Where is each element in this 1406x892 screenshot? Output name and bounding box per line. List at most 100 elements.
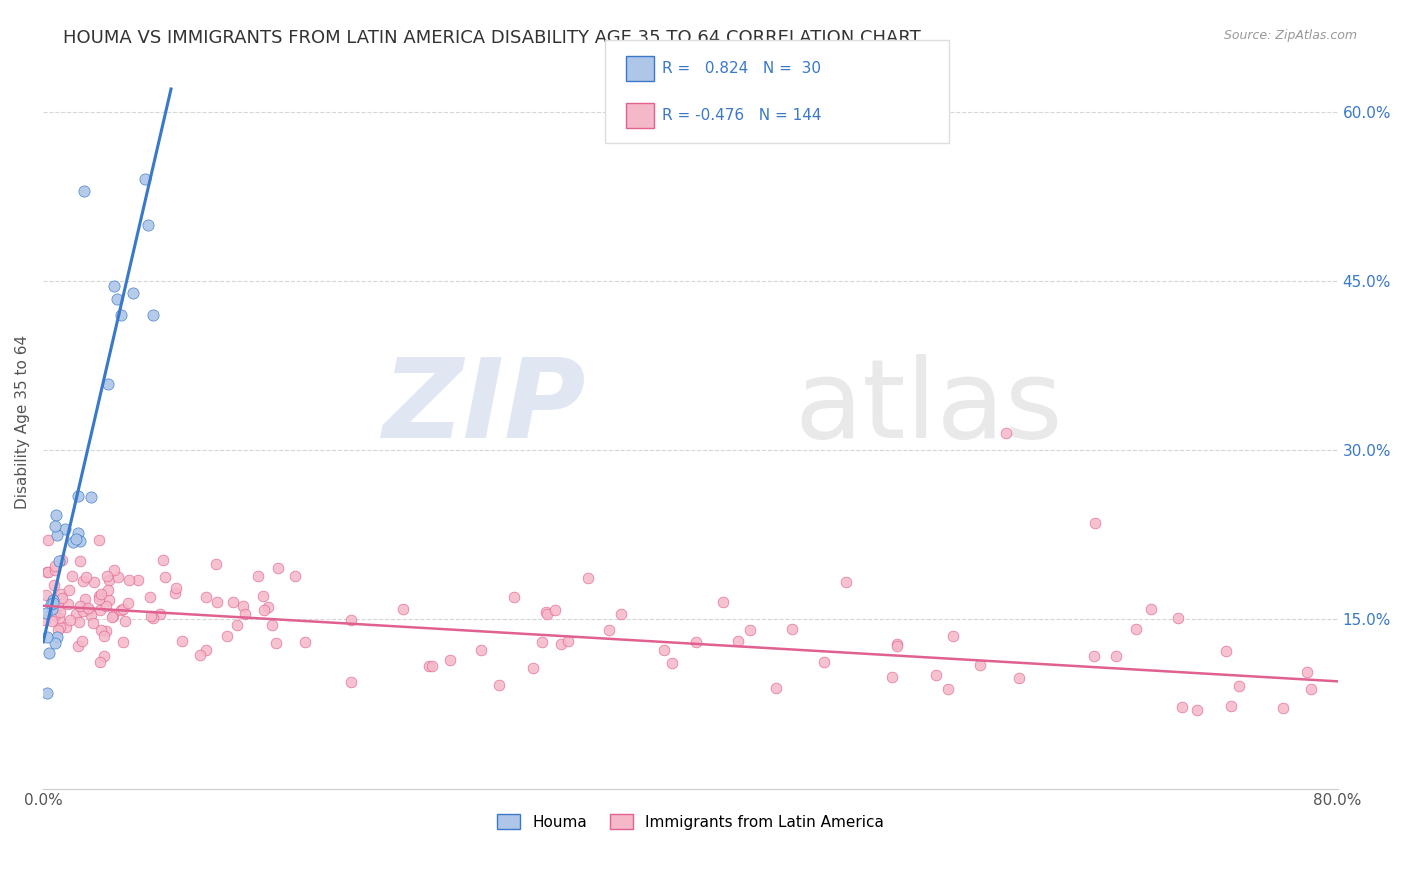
Text: ZIP: ZIP bbox=[384, 353, 586, 460]
Point bbox=[142, 308, 165, 322]
Point bbox=[112, 635, 135, 649]
Point bbox=[136, 218, 159, 232]
Point bbox=[195, 590, 218, 604]
Point bbox=[110, 603, 132, 617]
Point bbox=[44, 558, 66, 573]
Point bbox=[170, 633, 193, 648]
Point bbox=[55, 620, 77, 634]
Point bbox=[49, 605, 72, 619]
Point bbox=[418, 659, 440, 673]
Point bbox=[89, 603, 111, 617]
Point bbox=[163, 585, 186, 599]
Point bbox=[41, 596, 63, 610]
Point bbox=[105, 292, 128, 306]
Point bbox=[94, 624, 117, 638]
Point bbox=[76, 601, 98, 615]
Point bbox=[65, 607, 87, 622]
Point bbox=[813, 655, 835, 669]
Point bbox=[35, 686, 58, 700]
Point bbox=[439, 653, 461, 667]
Point bbox=[1125, 622, 1147, 636]
Point bbox=[284, 569, 307, 583]
Point bbox=[75, 592, 97, 607]
Point bbox=[252, 603, 274, 617]
Point bbox=[44, 636, 66, 650]
Point bbox=[142, 611, 165, 625]
Point bbox=[55, 522, 77, 536]
Point bbox=[79, 603, 101, 617]
Point bbox=[782, 622, 804, 636]
Point bbox=[44, 562, 66, 576]
Point bbox=[685, 634, 707, 648]
Point bbox=[39, 597, 62, 611]
Y-axis label: Disability Age 35 to 64: Disability Age 35 to 64 bbox=[15, 334, 30, 509]
Point bbox=[1170, 699, 1192, 714]
Point bbox=[1084, 516, 1107, 531]
Point bbox=[80, 490, 103, 504]
Point bbox=[652, 643, 675, 657]
Point bbox=[34, 588, 56, 602]
Point bbox=[1185, 703, 1208, 717]
Point bbox=[222, 595, 245, 609]
Text: HOUMA VS IMMIGRANTS FROM LATIN AMERICA DISABILITY AGE 35 TO 64 CORRELATION CHART: HOUMA VS IMMIGRANTS FROM LATIN AMERICA D… bbox=[63, 29, 921, 46]
Legend: Houma, Immigrants from Latin America: Houma, Immigrants from Latin America bbox=[491, 807, 890, 836]
Point bbox=[37, 565, 59, 579]
Point bbox=[62, 534, 84, 549]
Point bbox=[48, 599, 70, 613]
Point bbox=[45, 630, 67, 644]
Point bbox=[969, 657, 991, 672]
Point bbox=[59, 614, 82, 628]
Point bbox=[122, 286, 145, 301]
Point bbox=[247, 569, 270, 583]
Point bbox=[1008, 671, 1031, 685]
Point bbox=[138, 591, 160, 605]
Point bbox=[942, 629, 965, 643]
Point bbox=[1215, 643, 1237, 657]
Point bbox=[37, 533, 59, 548]
Point bbox=[886, 637, 908, 651]
Point bbox=[114, 614, 136, 628]
Point bbox=[205, 595, 228, 609]
Text: R = -0.476   N = 144: R = -0.476 N = 144 bbox=[662, 108, 821, 122]
Point bbox=[139, 608, 162, 623]
Point bbox=[765, 681, 787, 696]
Point bbox=[470, 643, 492, 657]
Point bbox=[65, 533, 87, 547]
Point bbox=[98, 593, 121, 607]
Point bbox=[82, 616, 104, 631]
Point bbox=[69, 599, 91, 613]
Point bbox=[392, 602, 415, 616]
Point bbox=[35, 630, 58, 644]
Point bbox=[87, 591, 110, 606]
Point bbox=[80, 607, 103, 622]
Point bbox=[38, 647, 60, 661]
Point bbox=[49, 620, 72, 634]
Point bbox=[87, 589, 110, 603]
Point bbox=[1167, 611, 1189, 625]
Point bbox=[34, 613, 56, 627]
Point bbox=[46, 623, 69, 637]
Point bbox=[93, 629, 115, 643]
Point bbox=[188, 648, 211, 662]
Point bbox=[1296, 665, 1319, 679]
Point bbox=[60, 569, 83, 583]
Point bbox=[127, 573, 149, 587]
Point bbox=[534, 605, 557, 619]
Point bbox=[93, 648, 115, 663]
Point bbox=[134, 172, 156, 186]
Point bbox=[153, 570, 176, 584]
Point bbox=[1083, 648, 1105, 663]
Point bbox=[260, 618, 283, 632]
Point bbox=[103, 278, 125, 293]
Point bbox=[252, 589, 274, 603]
Point bbox=[58, 598, 80, 612]
Point bbox=[711, 595, 734, 609]
Point bbox=[232, 599, 254, 614]
Point bbox=[557, 634, 579, 648]
Point bbox=[94, 599, 117, 614]
Point bbox=[835, 574, 858, 589]
Point bbox=[530, 634, 553, 648]
Point bbox=[727, 634, 749, 648]
Point bbox=[69, 554, 91, 568]
Point bbox=[72, 574, 94, 589]
